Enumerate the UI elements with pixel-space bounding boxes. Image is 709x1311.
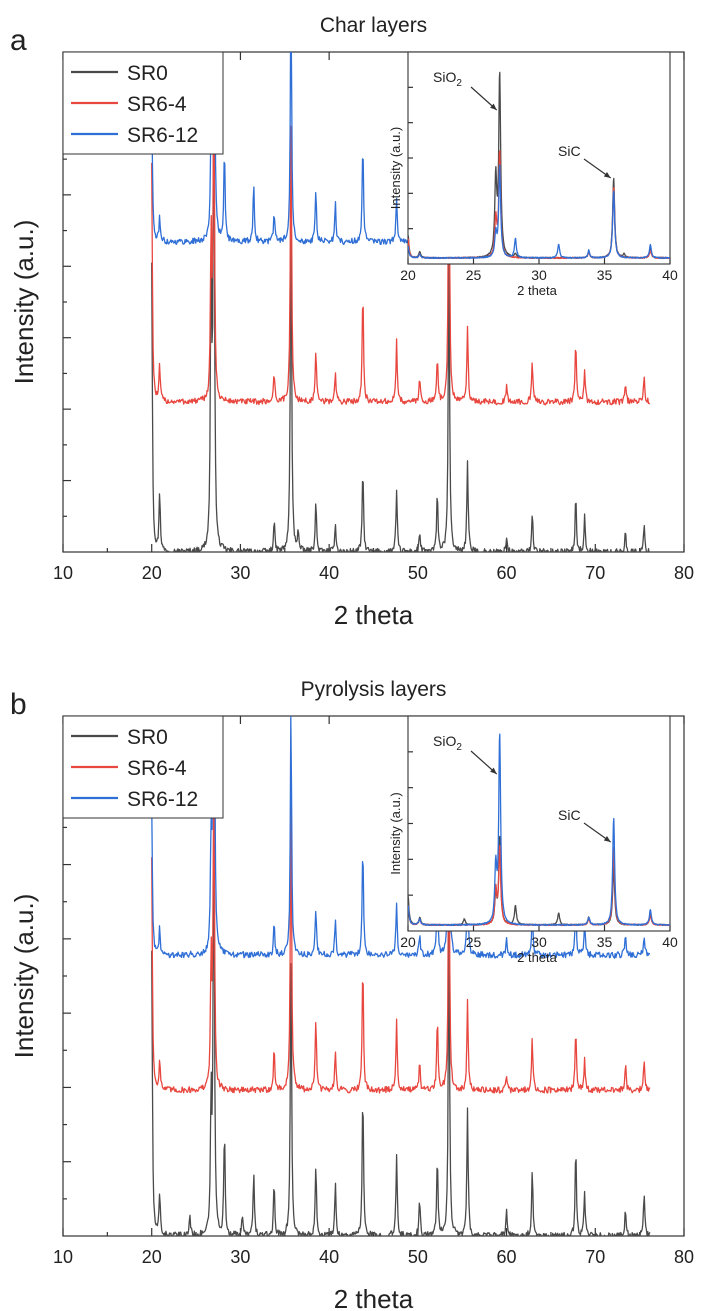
x-tick-label: 80 xyxy=(674,563,694,583)
x-tick-label: 40 xyxy=(319,563,339,583)
inset-trace-sr6-12 xyxy=(408,733,670,927)
legend-label-sr6-4: SR6-4 xyxy=(127,93,187,116)
annotation-text: SiO xyxy=(433,733,456,749)
annotation-text: SiC xyxy=(558,143,581,159)
annotation-arrow-head xyxy=(603,172,611,178)
inset-frame xyxy=(407,51,671,265)
inset-x-tick-label: 30 xyxy=(531,934,547,950)
trace-sr6-4 xyxy=(151,805,651,1094)
inset-traces xyxy=(408,71,670,260)
trace-sr0 xyxy=(151,130,650,552)
panel-a: a Char layers 10 20 30 40 50 60 70 80 2 theta Inten… xyxy=(9,14,694,630)
legend-label-sr0: SR0 xyxy=(127,62,168,85)
legend-label-sr0: SR0 xyxy=(127,726,168,749)
inset-annotation-sio2: SiO2 xyxy=(433,69,462,89)
inset-x-tick-label: 40 xyxy=(662,267,678,283)
panel-letter: b xyxy=(10,688,27,721)
inset-traces xyxy=(408,733,670,927)
y-axis-title: Intensity (a.u.) xyxy=(9,220,39,385)
x-tick-label: 40 xyxy=(319,1247,339,1267)
inset-chart: 20 25 30 35 40 2 theta Intensity (a.u.) SiO2 SiC xyxy=(388,715,678,965)
inset-x-tick-label: 30 xyxy=(531,267,547,283)
x-tick-label: 70 xyxy=(585,1247,605,1267)
inset-x-tick-label: 25 xyxy=(466,267,482,283)
panel-title: Pyrolysis layers xyxy=(301,678,447,701)
x-tick-label: 80 xyxy=(674,1247,694,1267)
inset-x-tick-label: 25 xyxy=(466,934,482,950)
legend-label-sr6-12: SR6-12 xyxy=(127,788,198,811)
inset-x-tick-label: 40 xyxy=(662,934,678,950)
x-tick-label: 20 xyxy=(142,563,162,583)
x-tick-label: 70 xyxy=(585,563,605,583)
x-axis-title: 2 theta xyxy=(334,600,414,630)
inset-y-axis-title: Intensity (a.u.) xyxy=(388,127,403,209)
inset-x-tick-label: 35 xyxy=(597,934,613,950)
legend-label-sr6-4: SR6-4 xyxy=(127,757,187,780)
trace-sr6-12 xyxy=(151,716,651,959)
x-tick-label: 50 xyxy=(408,1247,428,1267)
inset-annotation-sio2: SiO2 xyxy=(433,733,462,753)
traces xyxy=(151,716,651,1236)
x-tick-label: 50 xyxy=(408,563,428,583)
annotation-text: SiC xyxy=(558,807,581,823)
x-tick-label: 30 xyxy=(230,563,250,583)
annotation-arrow-head xyxy=(490,103,497,110)
annotation-arrow-head xyxy=(603,836,611,842)
annotation-subscript: 2 xyxy=(456,78,462,89)
inset-x-tick-label: 20 xyxy=(400,934,416,950)
inset-x-axis-title: 2 theta xyxy=(517,950,558,965)
inset-x-tick-label: 35 xyxy=(597,267,613,283)
x-tick-label: 10 xyxy=(53,563,73,583)
y-axis-title: Intensity (a.u.) xyxy=(9,894,39,1059)
panel-title: Char layers xyxy=(320,14,427,37)
x-tick-label: 30 xyxy=(230,1247,250,1267)
x-tick-label: 60 xyxy=(497,563,517,583)
trace-sr0 xyxy=(151,874,651,1236)
annotation-text: SiO xyxy=(433,69,456,85)
inset-trace-sr6-12 xyxy=(408,164,670,260)
trace-sr6-4 xyxy=(151,115,651,406)
inset-chart: 20 25 30 35 40 2 theta Intensity (a.u.) SiO2 SiC xyxy=(388,51,678,298)
inset-x-tick-label: 20 xyxy=(400,267,416,283)
legend-label-sr6-12: SR6-12 xyxy=(127,124,198,147)
inset-annotation-sic: SiC xyxy=(558,143,581,159)
inset-y-axis-title: Intensity (a.u.) xyxy=(388,792,403,874)
x-axis-title: 2 theta xyxy=(334,1284,414,1311)
annotation-subscript: 2 xyxy=(456,742,462,753)
panel-letter: a xyxy=(10,24,27,57)
x-tick-label: 60 xyxy=(497,1247,517,1267)
inset-annotation-sic: SiC xyxy=(558,807,581,823)
panel-b: b Pyrolysis layers 10 20 30 40 50 60 70 80 2 theta… xyxy=(9,678,694,1311)
inset-x-axis-title: 2 theta xyxy=(517,283,558,298)
annotation-arrow-head xyxy=(490,767,497,774)
x-tick-label: 10 xyxy=(53,1247,73,1267)
x-tick-label: 20 xyxy=(142,1247,162,1267)
